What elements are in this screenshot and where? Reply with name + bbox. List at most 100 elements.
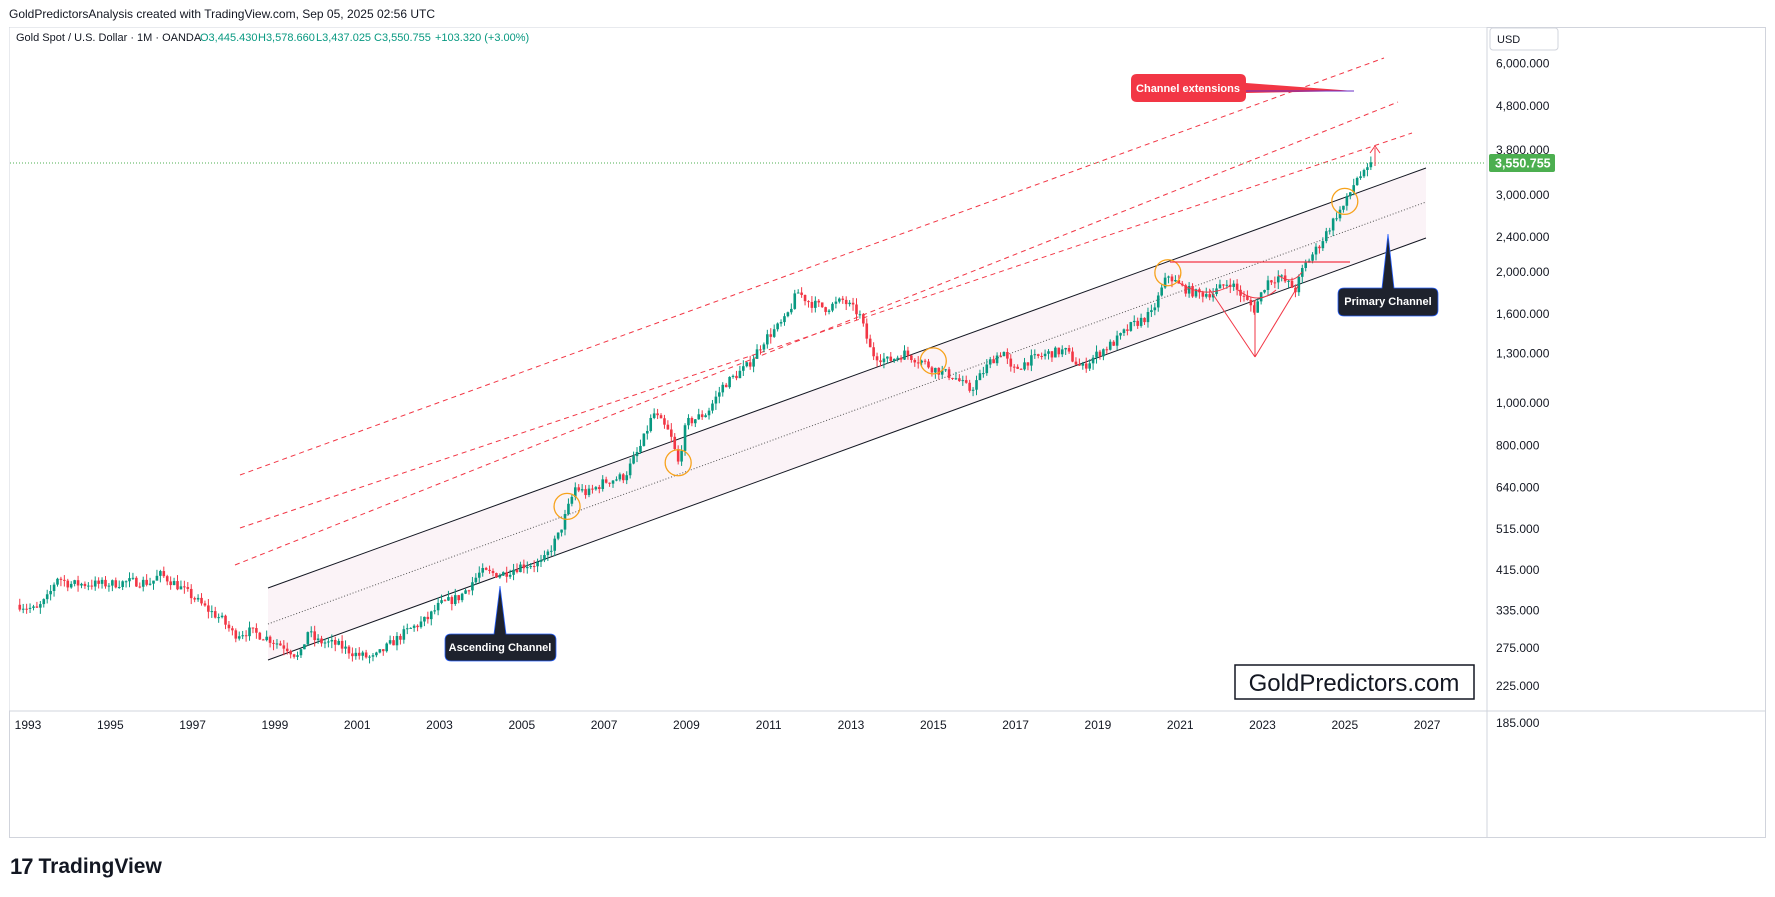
currency-label: USD bbox=[1497, 34, 1520, 46]
candle-body bbox=[296, 655, 299, 657]
candle-body bbox=[460, 593, 464, 601]
candle-body bbox=[1108, 341, 1112, 350]
plot-area[interactable] bbox=[9, 27, 1487, 711]
candle-body bbox=[385, 643, 388, 652]
ohlc-close: C3,550.755 bbox=[374, 32, 431, 44]
candle-body bbox=[731, 375, 735, 377]
candle-body bbox=[1314, 246, 1318, 255]
candle-body bbox=[69, 583, 73, 588]
candle-body bbox=[615, 479, 618, 481]
x-tick-label: 1999 bbox=[262, 718, 289, 732]
candle-body bbox=[718, 392, 721, 397]
candle-body bbox=[1342, 205, 1345, 210]
tradingview-logo[interactable]: 17 TradingView bbox=[10, 854, 162, 880]
currency-button[interactable] bbox=[1489, 27, 1559, 51]
candle-body bbox=[1266, 280, 1270, 290]
candle-body bbox=[796, 292, 800, 294]
candle-body bbox=[899, 357, 903, 360]
candle-body bbox=[1163, 277, 1167, 288]
candle-body bbox=[1074, 361, 1078, 365]
candle-body bbox=[707, 410, 711, 416]
candle-body bbox=[368, 656, 371, 658]
candle-body bbox=[584, 489, 587, 496]
candle-body bbox=[1016, 366, 1019, 369]
candle-body bbox=[261, 639, 265, 641]
candle-body bbox=[83, 583, 87, 587]
candle-body bbox=[1304, 262, 1308, 269]
candle-body bbox=[1105, 349, 1109, 351]
candle-body bbox=[762, 344, 766, 350]
x-tick-label: 1997 bbox=[179, 718, 206, 732]
candle-body bbox=[1023, 362, 1026, 370]
candle-body bbox=[272, 642, 275, 644]
candle-body bbox=[90, 585, 94, 587]
candle-body bbox=[316, 638, 320, 640]
candle-body bbox=[501, 572, 505, 576]
candle-body bbox=[1222, 284, 1225, 286]
highlight-circle bbox=[919, 347, 947, 375]
candle-body bbox=[803, 294, 807, 302]
candle-body bbox=[1208, 294, 1211, 298]
candle-body bbox=[683, 425, 687, 451]
candle-body bbox=[988, 359, 992, 365]
candle-body bbox=[779, 322, 783, 324]
candle-body bbox=[995, 355, 999, 364]
candle-body bbox=[649, 417, 653, 431]
candle-body bbox=[357, 652, 361, 656]
candle-body bbox=[361, 652, 364, 656]
candle-body bbox=[244, 635, 248, 637]
candle-body bbox=[680, 450, 683, 462]
candle-body bbox=[611, 480, 615, 484]
candle-body bbox=[292, 654, 296, 657]
channel-extension-line bbox=[239, 132, 1413, 529]
candle-body bbox=[834, 301, 838, 304]
candle-body bbox=[529, 566, 533, 568]
x-tick-label: 1995 bbox=[97, 718, 124, 732]
candle-body bbox=[652, 413, 656, 418]
candle-body bbox=[337, 640, 340, 645]
candle-body bbox=[694, 419, 697, 424]
candle-body bbox=[213, 611, 217, 618]
candle-body bbox=[553, 538, 557, 551]
candle-body bbox=[1263, 289, 1266, 293]
candle-body bbox=[594, 487, 598, 490]
candle-body bbox=[248, 627, 251, 637]
candle-body bbox=[18, 604, 22, 610]
candle-body bbox=[121, 581, 124, 587]
candle-body bbox=[234, 630, 238, 639]
candle-body bbox=[1259, 292, 1263, 302]
candle-body bbox=[1270, 280, 1273, 283]
y-tick-label: 2,400.000 bbox=[1496, 230, 1550, 244]
candle-body bbox=[546, 551, 550, 556]
candle-body bbox=[193, 598, 196, 600]
candle-body bbox=[1091, 357, 1095, 364]
candle-body bbox=[886, 356, 889, 359]
candle-body bbox=[851, 302, 855, 305]
watermark-box bbox=[1234, 664, 1475, 700]
candle-body bbox=[711, 403, 714, 411]
candle-body bbox=[1139, 317, 1143, 326]
channel-extension-line bbox=[239, 57, 1385, 476]
candle-body bbox=[862, 314, 865, 324]
candle-body bbox=[162, 571, 166, 577]
candle-body bbox=[237, 636, 241, 639]
candle-body bbox=[375, 652, 378, 656]
candle-body bbox=[320, 638, 323, 644]
candle-body bbox=[495, 573, 498, 578]
candle-body bbox=[910, 355, 913, 360]
y-tick-label: 275.000 bbox=[1496, 641, 1540, 655]
candle-body bbox=[1218, 284, 1222, 289]
candle-body bbox=[299, 649, 303, 656]
candle-body bbox=[1287, 280, 1290, 282]
candle-body bbox=[1078, 364, 1081, 366]
candle-body bbox=[920, 360, 923, 363]
candle-body bbox=[63, 579, 66, 581]
candle-body bbox=[399, 635, 402, 640]
candle-body bbox=[1026, 362, 1030, 366]
candle-body bbox=[646, 430, 649, 434]
candle-body bbox=[1194, 289, 1198, 297]
y-tick-label: 415.000 bbox=[1496, 563, 1540, 577]
candle-body bbox=[635, 451, 639, 457]
candle-body bbox=[1201, 292, 1205, 297]
